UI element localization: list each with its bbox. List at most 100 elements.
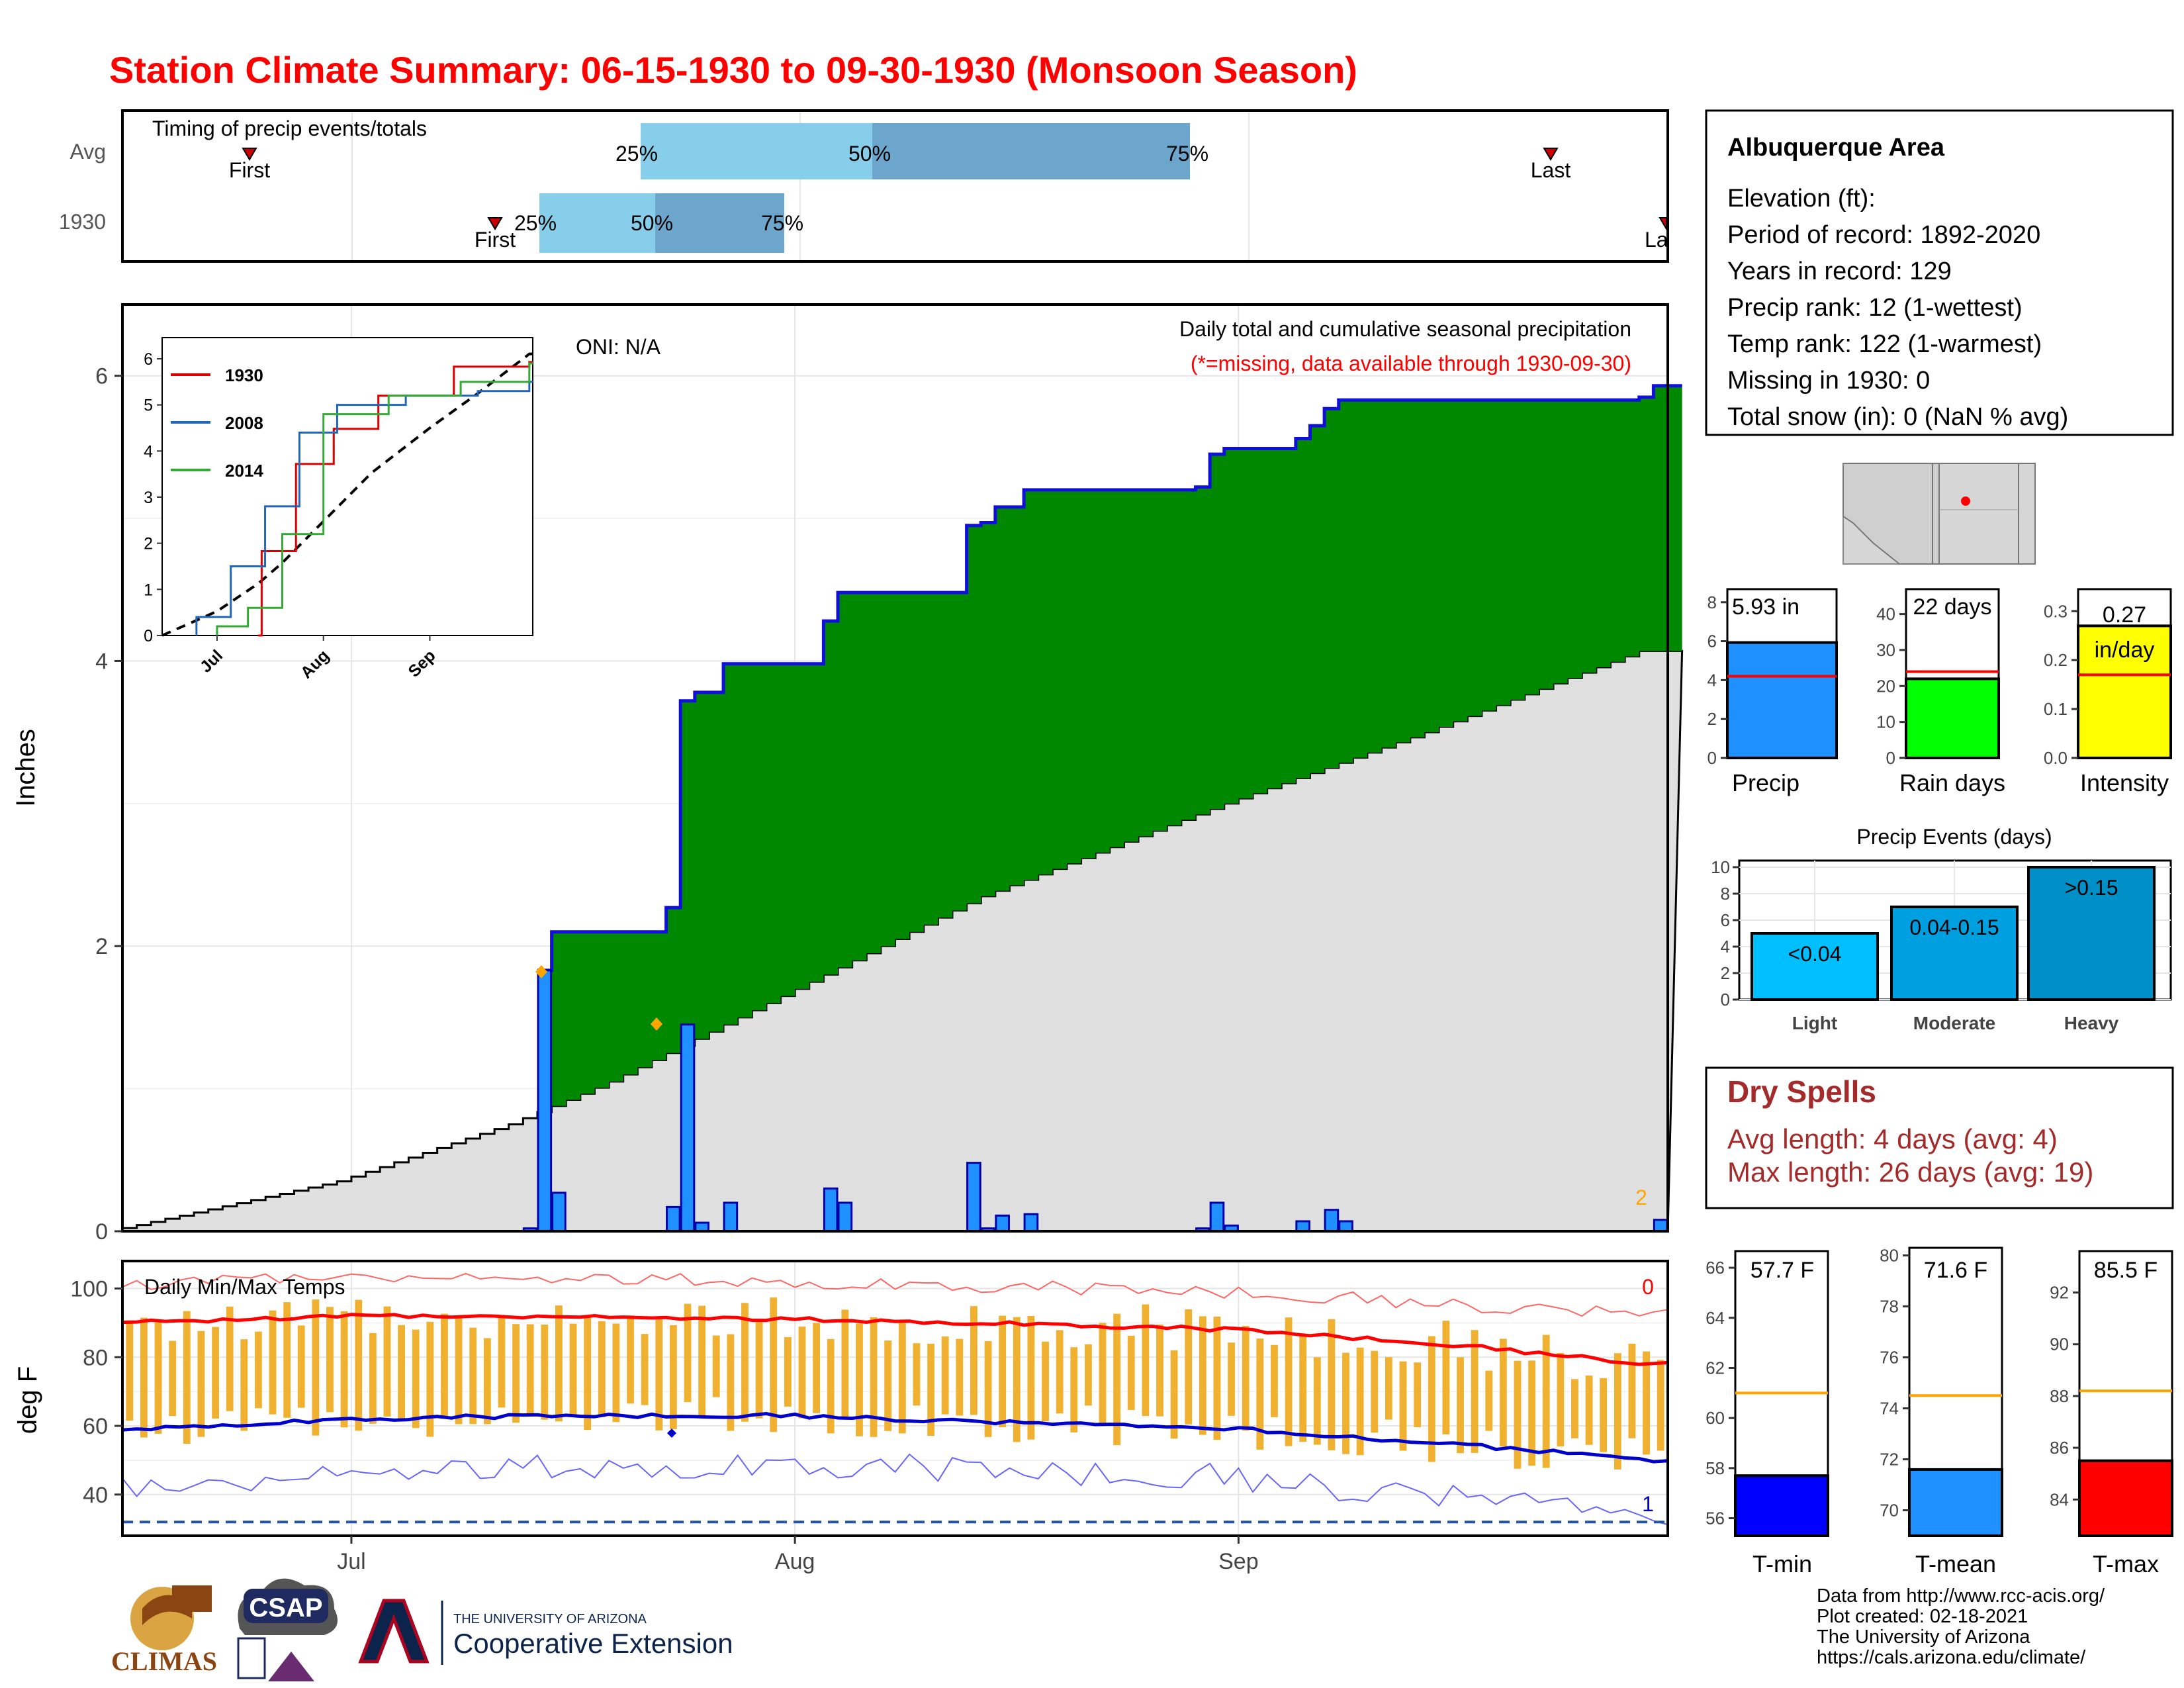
daily-precip-bar [1023,1213,1039,1233]
inset-ytick-label: 1 [144,581,153,599]
oni-label: ONI: N/A [576,335,661,359]
tmean-stat-value: 71.6 F [1924,1258,1987,1283]
timing-row-avg: Avg [69,140,106,164]
daily-temp-bar [870,1317,878,1437]
events-category-label: Moderate [1913,1013,1995,1033]
temp-ytick-label: 40 [83,1483,108,1508]
year-p25-label: 25% [514,211,557,235]
daily-temp-bar [898,1321,906,1434]
year-p50-label: 50% [631,211,673,235]
daily-temp-bar [1628,1343,1636,1438]
excess-precip-area [537,385,1682,1112]
daily-temp-bar [584,1317,592,1430]
tmax-stat-label: T-max [2093,1550,2159,1577]
stat-ytick-label: 90 [2050,1335,2069,1354]
daily-temp-bar [1042,1341,1049,1422]
daily-temp-bar [1156,1324,1163,1417]
daily-temp-bar [655,1319,663,1430]
avg-p25-label: 25% [615,142,658,165]
date-xtick-label: Sep [1218,1549,1259,1574]
inset-y-axis: 0 1 2 3 4 5 6 [144,350,162,645]
observed-cumulative-line [537,384,1682,972]
daily-temp-bar [498,1316,506,1408]
daily-temp-bar [569,1323,577,1415]
temp-plot-bg [122,1261,1668,1536]
daily-temp-bar [283,1302,291,1418]
daily-temp-bar [941,1336,949,1415]
daily-precip-bar [537,969,553,1233]
events-bar [2027,866,2156,1001]
daily-temp-bar [441,1313,448,1419]
daily-temp-bar [984,1340,992,1437]
daily-temp-bar [841,1309,849,1418]
record-high-line [122,1272,1668,1317]
daily-temp-bar [526,1324,534,1417]
inset-bg [161,337,533,636]
year-25-50-bar [539,193,655,253]
dry-spells-box: Dry Spells Avg length: 4 days (avg: 4) M… [1705,1066,2174,1209]
date-x-axis: Jul Aug Sep [337,1536,1259,1574]
stat-ytick-label: 40 [1876,604,1895,624]
footer-university: The University of Arizona [1817,1626,2030,1648]
year-last-marker [1659,217,1667,232]
daily-temp-bar [856,1323,863,1436]
events-ytick-label: 8 [1721,884,1730,904]
stat-ytick-label: 0 [1886,748,1895,768]
precip-events-chart: 0 2 4 6 8 10 <0.04 Light 0.04-0.15 Moderate >0.15 H… [1711,857,2172,1033]
daily-temp-bar [126,1320,134,1421]
stat-value-bar [1908,1468,2003,1538]
events-ytick-label: 4 [1721,937,1730,957]
footer-data-source: Data from http://www.rcc-acis.org/ [1817,1585,2105,1607]
stat-ytick-label: 72 [1880,1450,1899,1470]
page-title: Station Climate Summary: 06-15-1930 to 0… [109,49,1357,91]
daily-temp-bar [398,1325,406,1419]
daily-temp-bar [712,1335,720,1397]
raindays-stat-label: Rain days [1899,769,2005,796]
rain-days-chart: 0 10 20 30 40 [1876,588,2000,768]
timing-panel: Timing of precip events/totals Avg 1930 … [59,109,1669,263]
stat-value-bar [2078,1459,2173,1538]
temp-panel: Daily Min/Max Temps 0 1 deg F 406080100 … [13,1260,1669,1574]
daily-temp-bar [412,1329,420,1429]
daily-precip-bar [995,1214,1010,1233]
temp-frame [121,1260,1669,1537]
year-first-label: First [475,228,516,252]
tmin-stat-value: 57.7 F [1751,1258,1814,1283]
timing-row-year: 1930 [59,210,106,234]
station-name: Albuquerque Area [1727,134,1945,162]
inset-ytick-label: 6 [144,350,153,369]
daily-temp-bar [1485,1370,1493,1431]
daily-temp-bar [1199,1316,1206,1435]
record-low-marker [667,1429,676,1438]
events-range-label: 0.04-0.15 [1909,915,1999,939]
precip-y-axis: 0 2 4 6 [95,364,122,1244]
stat-ytick-label: 0 [1707,748,1717,768]
intensity-stat-label: Intensity [2080,769,2169,796]
stat-ytick-label: 92 [2050,1283,2069,1303]
precip-stat-value: 5.93 in [1732,594,1799,620]
daily-temp-bar [684,1303,692,1403]
ua-logo-line1: THE UNIVERSITY OF ARIZONA [453,1612,647,1626]
daily-temp-bar [1228,1342,1235,1416]
dry-spells-avg: Avg length: 4 days (avg: 4) [1727,1123,2058,1154]
daily-temp-bar [1428,1336,1435,1462]
daily-temp-bar [1070,1347,1078,1432]
precip-panel: Inches 0 2 4 6 ONI: N/A Daily total and cum… [11,303,1684,1244]
daily-temp-bar [913,1343,921,1406]
daily-temp-bar [340,1311,348,1428]
date-xtick-label: Aug [775,1549,815,1574]
station-period: Period of record: 1892-2020 [1727,221,2040,249]
daily-temp-bar [770,1297,778,1432]
daily-temp-bar [1328,1319,1336,1450]
stat-ytick-label: 76 [1880,1348,1899,1368]
daily-precip-bar [966,1162,981,1233]
daily-temp-bar [297,1325,305,1408]
intensity-chart: 0.0 0.1 0.2 0.3 [2044,588,2172,768]
record-low-line [122,1453,1668,1526]
inset-series-2008 [195,381,533,635]
daily-temp-bar [1142,1304,1150,1417]
daily-temp-bar [1213,1316,1221,1440]
daily-precip-bars [522,969,1668,1233]
legend-label-1930: 1930 [225,365,263,385]
